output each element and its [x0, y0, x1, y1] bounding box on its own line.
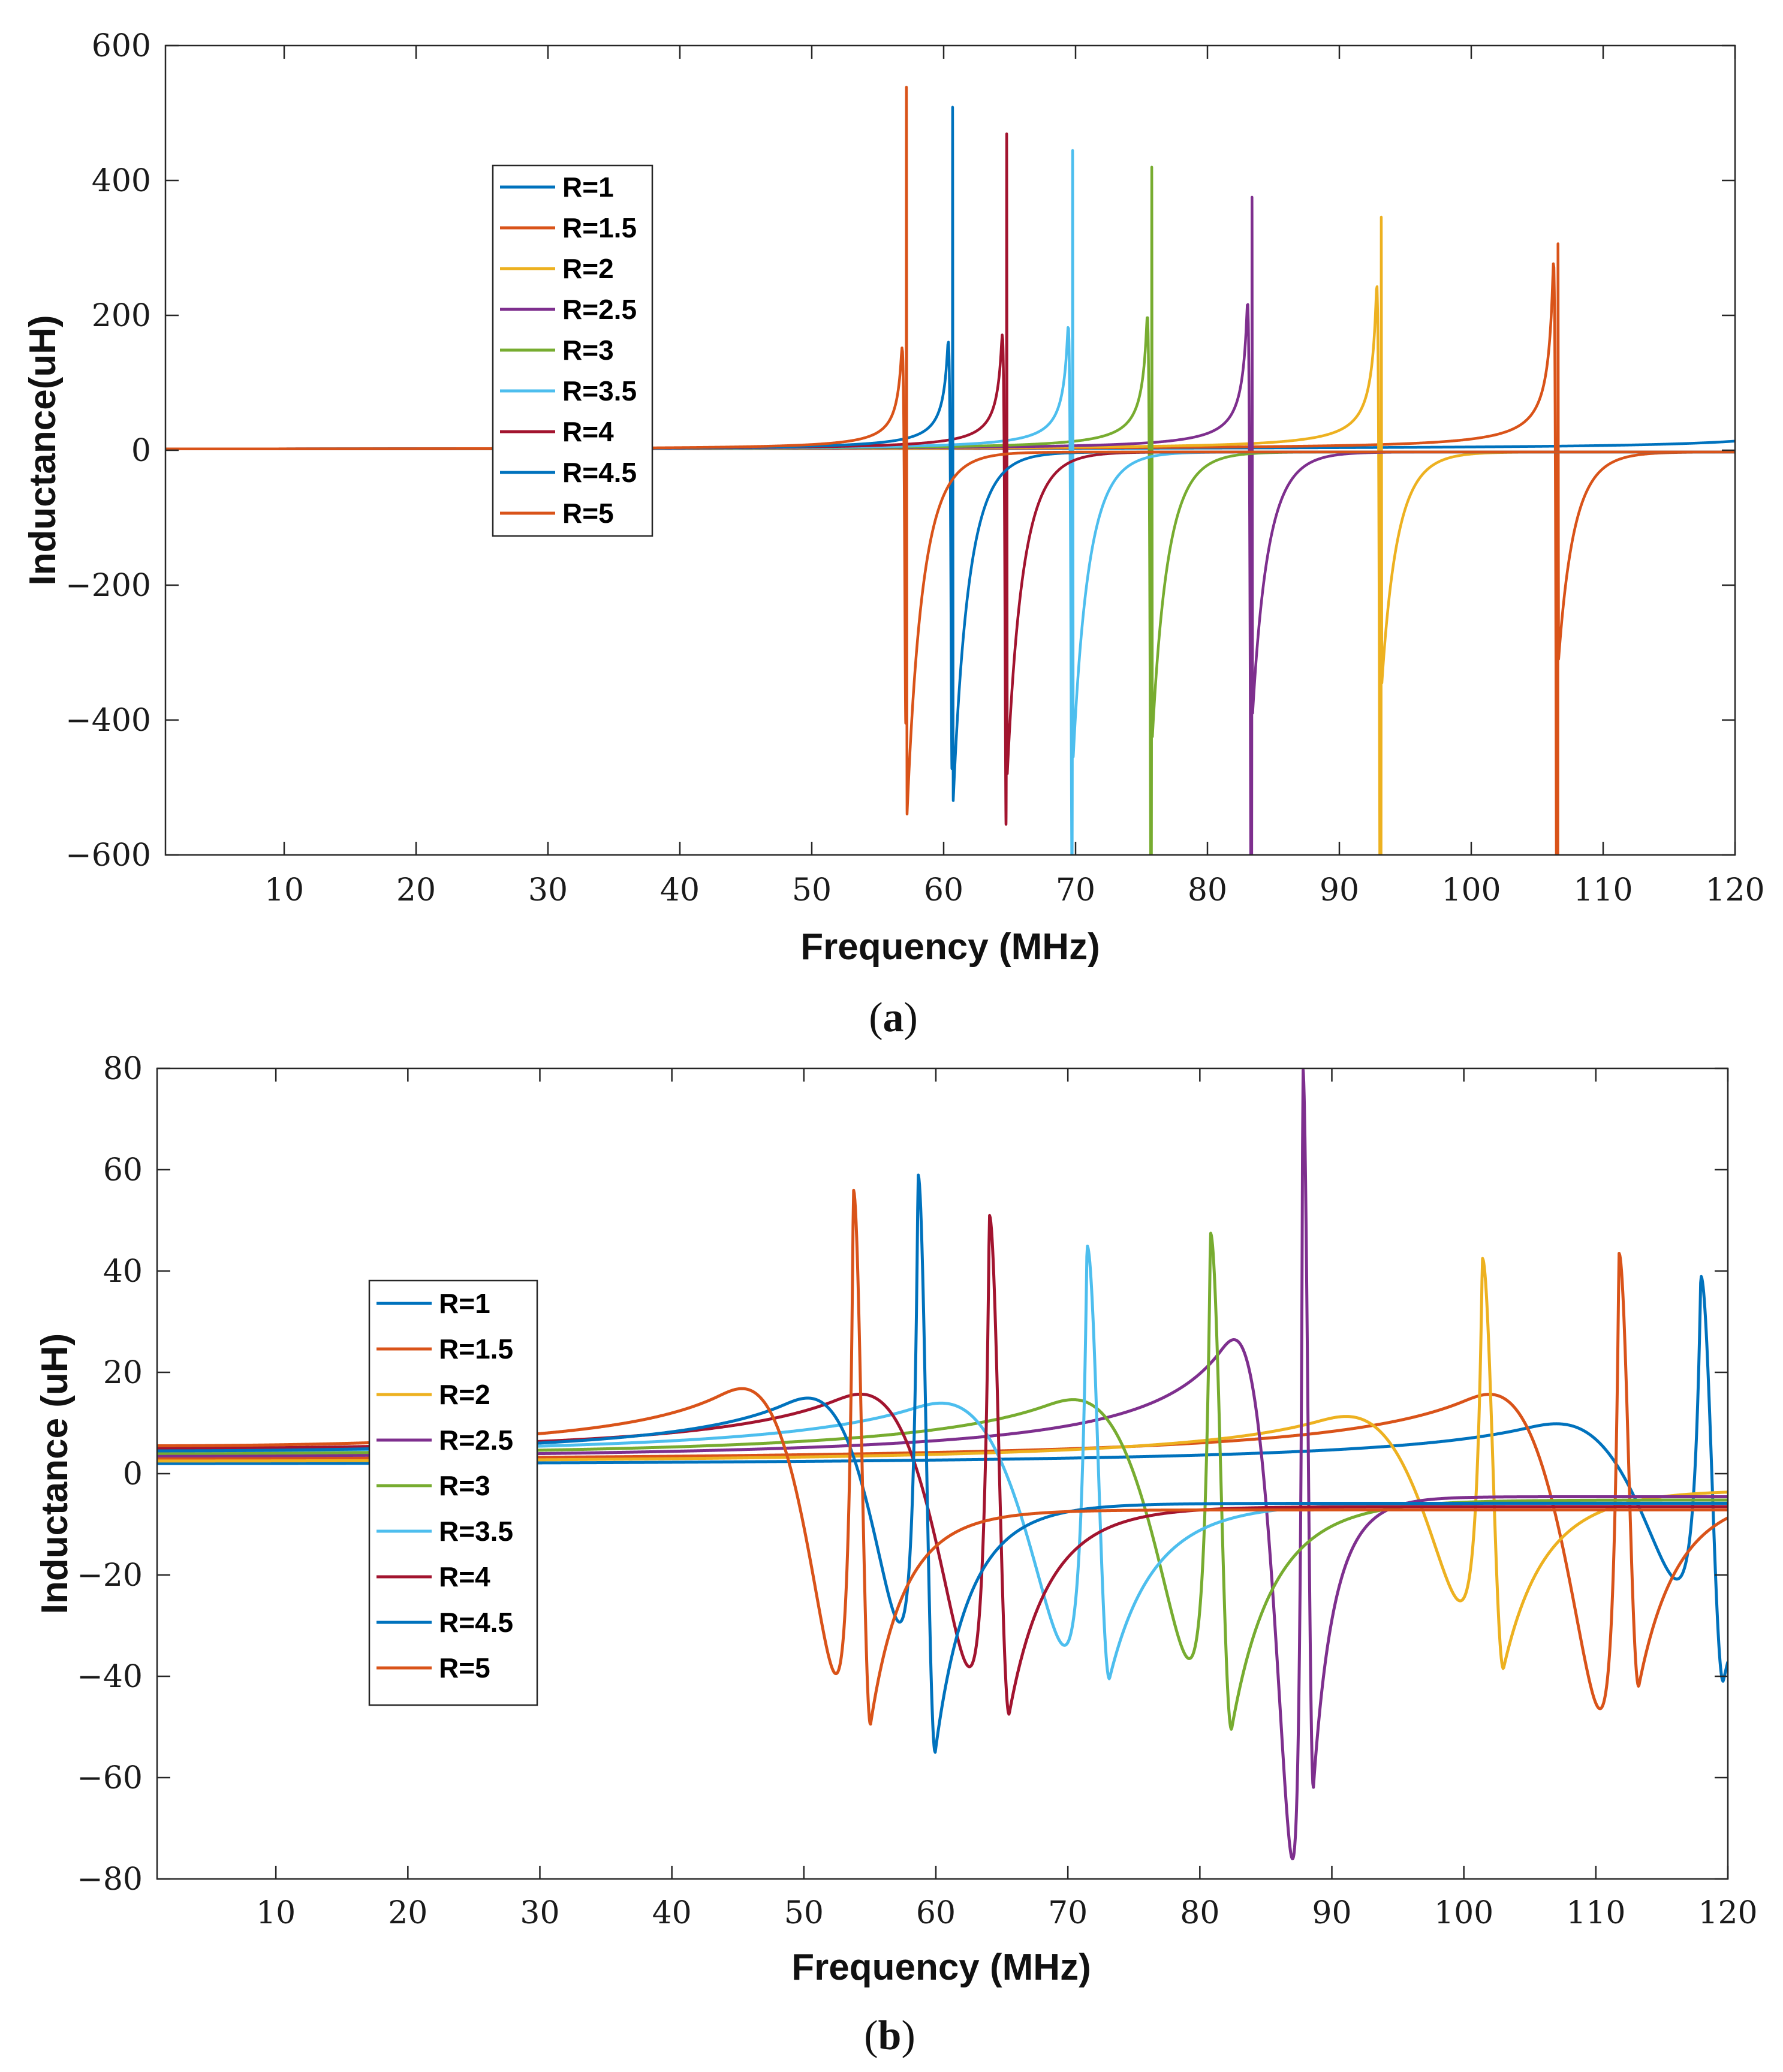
legend-label: R=3	[439, 1470, 490, 1501]
panel-letter: a	[883, 995, 904, 1041]
y-tick-label: 200	[92, 298, 151, 334]
legend-entries: R=1 R=1.5 R=2 R=2.5 R=3 R=3.5 R=4 R=4.5 R=5	[500, 171, 637, 529]
legend-entries: R=1 R=1.5 R=2 R=2.5 R=3 R=3.5 R=4 R=4.5 R=5	[377, 1288, 513, 1684]
panel-label-a: (a)	[869, 995, 918, 1041]
y-tick-label: −600	[65, 838, 151, 874]
legend-box	[368, 1279, 538, 1706]
panel-label-b: (b)	[864, 2013, 915, 2059]
x-tick-label: 30	[528, 872, 568, 908]
y-tick-label: 20	[103, 1355, 143, 1391]
x-tick-label: 80	[1188, 872, 1227, 908]
legend: R=1 R=1.5 R=2 R=2.5 R=3 R=3.5 R=4 R=4.5 R=5	[368, 1279, 538, 1706]
y-tick-label: −400	[65, 703, 151, 739]
legend-label: R=3.5	[439, 1516, 513, 1547]
y-tick-label: −80	[77, 1862, 143, 1898]
x-tick-label: 100	[1434, 1895, 1493, 1931]
y-tick-label: 400	[92, 163, 151, 199]
y-tick-label: −20	[77, 1558, 143, 1594]
legend-label: R=1	[439, 1288, 490, 1319]
legend-label: R=2.5	[439, 1425, 513, 1456]
legend-label: R=3.5	[562, 375, 637, 406]
x-tick-label: 20	[388, 1895, 427, 1931]
x-axis-label: Frequency (MHz)	[800, 926, 1100, 968]
x-tick-label: 100	[1441, 872, 1501, 908]
x-tick-label: 50	[784, 1895, 824, 1931]
y-tick-label: 0	[123, 1456, 143, 1492]
legend-label: R=5	[439, 1652, 490, 1684]
legend-label: R=2.5	[562, 294, 637, 325]
x-tick-label: 20	[396, 872, 436, 908]
y-tick-label: 40	[103, 1254, 143, 1290]
x-tick-label: 10	[264, 872, 304, 908]
legend: R=1 R=1.5 R=2 R=2.5 R=3 R=3.5 R=4 R=4.5 R=5	[492, 164, 653, 537]
x-tick-label: 70	[1056, 872, 1095, 908]
x-tick-label: 60	[916, 1895, 956, 1931]
legend-label: R=1	[562, 171, 614, 203]
x-tick-label: 10	[256, 1895, 296, 1931]
y-tick-label: −200	[65, 568, 151, 604]
legend-label: R=4	[562, 416, 614, 447]
legend-label: R=5	[562, 498, 614, 529]
legend-label: R=1.5	[439, 1333, 513, 1365]
series-group	[165, 86, 1735, 855]
legend-label: R=4.5	[562, 457, 637, 488]
y-axis-label: Inductance(uH)	[22, 315, 64, 585]
x-tick-label: 80	[1180, 1895, 1219, 1931]
x-tick-label: 40	[652, 1895, 692, 1931]
y-tick-label: −40	[77, 1659, 143, 1695]
y-tick-label: 60	[103, 1152, 143, 1188]
y-tick-label: 600	[92, 28, 151, 64]
x-tick-label: 70	[1048, 1895, 1088, 1931]
x-tick-label: 90	[1312, 1895, 1351, 1931]
panel-a: 10 20 30 40 50 60 70 80 90 100 110 120 −600 −400 −200 0…	[22, 28, 1765, 1041]
x-tick-label: 110	[1573, 872, 1633, 908]
legend-label: R=2	[562, 253, 614, 284]
y-tick-label: 80	[103, 1051, 143, 1087]
series-line-r-5	[165, 86, 1735, 816]
ticks-layer: 10 20 30 40 50 60 70 80 90 100 110 120 −80 −60 −40 −20 0…	[77, 1051, 1757, 1931]
legend-label: R=1.5	[562, 212, 637, 243]
x-tick-label: 120	[1705, 872, 1764, 908]
panel-letter: b	[878, 2013, 902, 2059]
x-tick-label: 30	[520, 1895, 559, 1931]
series-layer	[165, 86, 1735, 855]
legend-label: R=4.5	[439, 1607, 513, 1638]
y-tick-label: −60	[77, 1760, 143, 1796]
panel-b: 10 20 30 40 50 60 70 80 90 100 110 120 −80 −60 −40 −20 0…	[34, 1051, 1758, 2059]
legend-label: R=3	[562, 335, 614, 366]
y-axis-label: Inductance (uH)	[34, 1333, 76, 1614]
ticks-layer: 10 20 30 40 50 60 70 80 90 100 110 120 −600 −400 −200 0…	[65, 28, 1764, 908]
x-tick-label: 110	[1566, 1895, 1625, 1931]
x-tick-label: 40	[660, 872, 700, 908]
legend-label: R=4	[439, 1561, 490, 1592]
x-tick-label: 90	[1320, 872, 1359, 908]
legend-label: R=2	[439, 1379, 490, 1410]
x-tick-label: 60	[924, 872, 963, 908]
x-tick-label: 120	[1698, 1895, 1757, 1931]
x-axis-label: Frequency (MHz)	[791, 1947, 1091, 1988]
y-tick-label: 0	[131, 433, 151, 469]
x-tick-label: 50	[792, 872, 832, 908]
